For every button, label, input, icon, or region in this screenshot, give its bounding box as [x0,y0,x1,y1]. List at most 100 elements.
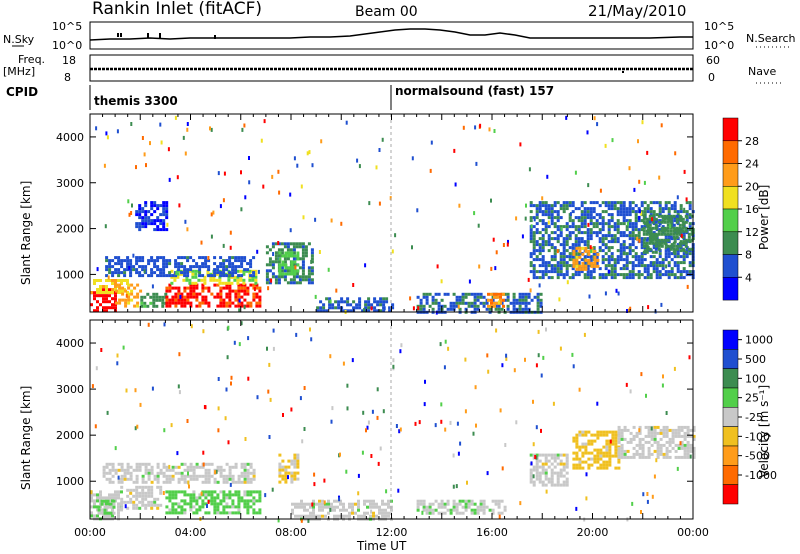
data-cell [126,262,130,266]
scatter-echo [444,339,447,344]
data-cell [476,295,480,299]
data-cell [672,241,676,245]
data-cell [658,276,662,280]
data-cell [168,298,172,302]
data-cell [237,508,241,512]
data-cell [373,309,377,313]
data-cell [387,499,390,503]
data-cell [159,274,163,278]
data-cell [559,273,563,277]
data-cell [470,511,474,515]
colorbar-tick-label: -25 [745,411,763,424]
data-cell [246,304,250,308]
data-cell [628,243,632,247]
data-cell [201,262,205,266]
data-cell [614,430,618,434]
data-cell [230,275,234,279]
data-cell [619,234,623,238]
data-cell [473,292,477,296]
data-cell [634,246,638,250]
colorbar-tick-label: 500 [745,353,766,366]
data-cell [562,480,566,484]
data-cell [598,249,602,253]
data-cell [572,258,576,262]
data-cell [625,210,629,214]
data-cell [610,258,614,262]
data-cell [473,298,477,302]
data-cell [375,502,378,506]
data-cell [559,267,563,271]
data-cell [237,499,241,503]
x-tick-label: 00:00 [74,526,106,539]
data-cell [470,499,474,503]
data-cell [180,462,184,466]
data-cell [574,237,578,241]
data-cell [637,273,641,277]
data-cell [162,210,166,214]
data-cell [660,226,664,230]
data-cell [168,499,172,503]
freq-panel: Freq. [MHz] 18 8 60 0 Nave [3,53,782,84]
data-cell [571,210,575,214]
data-cell [234,256,238,260]
data-cell [218,278,222,282]
scatter-echo [399,349,402,354]
data-cell [649,207,653,211]
data-cell [301,260,305,264]
data-cell [574,225,578,229]
data-cell [685,270,689,274]
data-cell [337,303,341,307]
data-cell [553,252,557,256]
data-cell [198,271,202,275]
data-cell [657,232,661,236]
data-cell [455,511,459,515]
data-cell [660,229,664,233]
data-cell [108,462,112,466]
data-cell [610,216,614,220]
scatter-echo [629,389,632,394]
data-cell [287,465,291,469]
data-cell [565,264,569,268]
data-cell [669,229,673,233]
data-cell [541,261,545,265]
scatter-echo [176,451,179,456]
data-cell [626,428,630,432]
data-cell [645,232,649,236]
data-cell [185,275,189,279]
data-cell [678,226,682,230]
scatter-echo [329,354,332,359]
data-cell [574,240,578,244]
data-cell [679,204,683,208]
data-cell [658,264,662,268]
data-cell [216,508,220,512]
scatter-echo [127,199,130,204]
data-cell [138,207,142,211]
y-tick-label: 1000 [56,475,84,488]
data-cell [673,204,677,208]
data-cell [127,283,131,287]
data-cell [422,295,426,299]
data-cell [689,434,693,438]
data-cell [301,266,305,270]
data-cell [228,477,232,481]
data-cell [653,425,657,429]
data-cell [153,219,157,223]
data-cell [105,300,108,304]
data-cell [153,222,157,226]
data-cell [538,252,542,256]
data-cell [103,499,107,503]
data-cell [532,468,536,472]
data-cell [532,270,536,274]
data-cell [210,474,214,478]
data-cell [661,219,665,223]
data-cell [334,300,338,304]
data-cell [584,442,588,446]
scatter-echo [646,150,649,155]
data-cell [204,511,208,515]
data-cell [222,298,226,302]
data-cell [123,271,127,275]
data-cell [532,243,536,247]
data-cell [634,216,638,220]
data-cell [631,210,635,214]
data-cell [391,306,395,310]
